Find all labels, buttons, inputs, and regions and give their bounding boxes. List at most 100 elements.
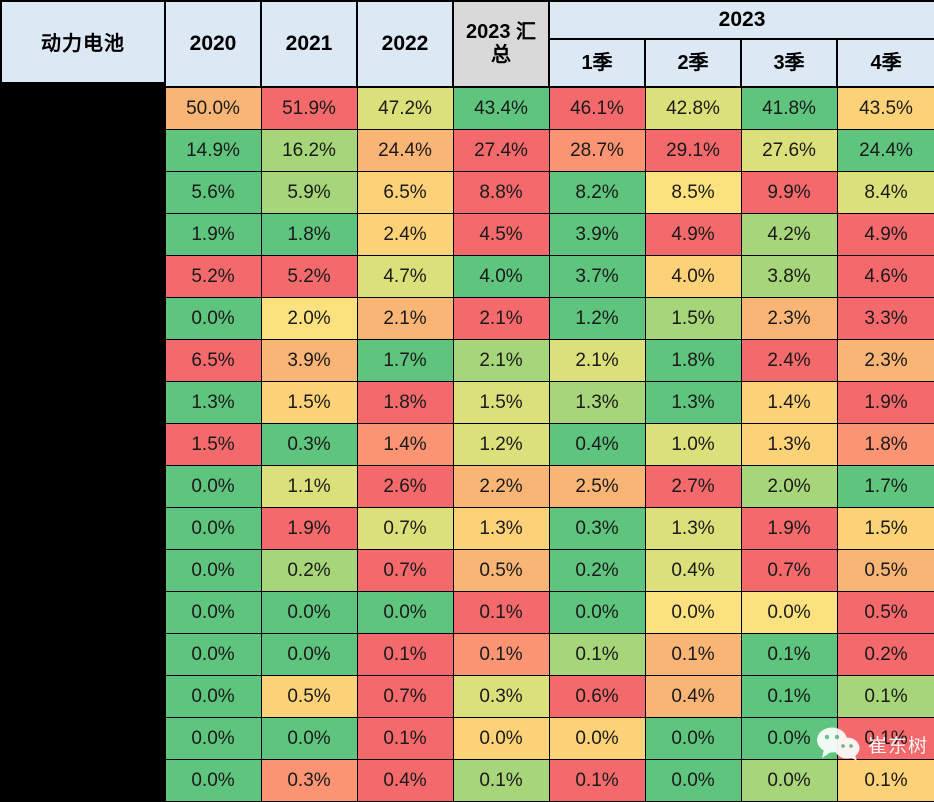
data-cell: 24.4% xyxy=(836,129,934,172)
data-cell: 5.2% xyxy=(260,255,358,298)
data-cell: 43.5% xyxy=(836,86,934,130)
data-cell: 0.4% xyxy=(548,423,646,466)
data-cell: 1.5% xyxy=(836,507,934,550)
data-cell: 4.6% xyxy=(836,255,934,298)
data-cell: 2.4% xyxy=(356,213,454,256)
data-cell: 0.0% xyxy=(548,591,646,634)
data-cell: 1.5% xyxy=(644,297,742,340)
table-row: 14.9% 16.2% 24.4% 27.4% 28.7% 29.1% 27.6% 24.4% xyxy=(1,129,934,172)
data-cell: 1.3% xyxy=(164,381,262,424)
data-cell: 0.3% xyxy=(548,507,646,550)
data-cell: 0.7% xyxy=(356,507,454,550)
data-cell: 0.4% xyxy=(644,675,742,718)
data-cell: 2.5% xyxy=(548,465,646,508)
table-row: 0.0% 0.5% 0.7% 0.3% 0.6% 0.4% 0.1% 0.1% xyxy=(1,675,934,718)
header-quarter-2: 2季 xyxy=(644,38,742,88)
data-cell: 2.7% xyxy=(644,465,742,508)
data-cell: 9.9% xyxy=(740,171,838,214)
data-cell: 2.2% xyxy=(452,465,550,508)
data-cell: 42.8% xyxy=(644,86,742,130)
data-cell: 2.1% xyxy=(452,339,550,382)
header-year-2022: 2022 xyxy=(356,0,454,88)
data-cell: 28.7% xyxy=(548,129,646,172)
data-cell: 0.0% xyxy=(164,591,262,634)
data-cell: 0.4% xyxy=(356,759,454,802)
row-label-cell xyxy=(1,465,165,508)
data-cell: 3.7% xyxy=(548,255,646,298)
table-row: 0.0% 2.0% 2.1% 2.1% 1.2% 1.5% 2.3% 3.3% xyxy=(1,297,934,340)
data-cell: 0.5% xyxy=(260,675,358,718)
data-cell: 4.7% xyxy=(356,255,454,298)
data-cell: 0.1% xyxy=(356,633,454,676)
data-cell: 0.0% xyxy=(164,759,262,802)
data-cell: 3.9% xyxy=(548,213,646,256)
header-row-top: 动力电池 2020 2021 2022 2023 汇总 2023 xyxy=(0,0,934,88)
data-cell: 6.5% xyxy=(356,171,454,214)
data-cell: 2.3% xyxy=(740,297,838,340)
data-cell: 2.0% xyxy=(260,297,358,340)
data-cell: 1.8% xyxy=(356,381,454,424)
data-cell: 3.9% xyxy=(260,339,358,382)
data-cell: 2.1% xyxy=(452,297,550,340)
data-cell: 5.6% xyxy=(164,171,262,214)
header-quarter-1: 1季 xyxy=(548,38,646,88)
row-label-cell xyxy=(1,759,165,802)
data-cell: 0.1% xyxy=(740,633,838,676)
data-cell: 1.4% xyxy=(740,381,838,424)
data-cell: 1.5% xyxy=(164,423,262,466)
data-cell: 0.1% xyxy=(644,633,742,676)
data-cell: 1.0% xyxy=(644,423,742,466)
data-cell: 4.0% xyxy=(644,255,742,298)
data-cell: 4.5% xyxy=(452,213,550,256)
data-cell: 0.0% xyxy=(644,759,742,802)
data-cell: 8.5% xyxy=(644,171,742,214)
data-cell: 0.0% xyxy=(644,591,742,634)
data-cell: 0.1% xyxy=(836,675,934,718)
data-cell: 0.1% xyxy=(452,633,550,676)
table-row: 0.0% 1.1% 2.6% 2.2% 2.5% 2.7% 2.0% 1.7% xyxy=(1,465,934,508)
data-cell: 1.8% xyxy=(836,423,934,466)
data-cell: 4.0% xyxy=(452,255,550,298)
data-cell: 0.6% xyxy=(548,675,646,718)
data-cell: 0.0% xyxy=(740,591,838,634)
header-row-quarters: 1季 2季 3季 4季 xyxy=(1,38,934,88)
row-label-cell xyxy=(1,255,165,298)
data-cell: 5.9% xyxy=(260,171,358,214)
data-cell: 0.0% xyxy=(164,297,262,340)
data-cell: 0.0% xyxy=(260,633,358,676)
table-header: 动力电池 2020 2021 2022 2023 汇总 2023 1季 2季 3… xyxy=(0,0,934,88)
data-cell: 0.1% xyxy=(836,759,934,802)
data-cell: 4.9% xyxy=(836,213,934,256)
table-row: 1.5% 0.3% 1.4% 1.2% 0.4% 1.0% 1.3% 1.8% xyxy=(1,423,934,466)
data-cell: 46.1% xyxy=(548,86,646,130)
row-label-cell xyxy=(1,129,165,172)
data-cell: 0.7% xyxy=(740,549,838,592)
row-label-cell xyxy=(1,549,165,592)
data-cell: 1.5% xyxy=(452,381,550,424)
data-cell: 0.2% xyxy=(548,549,646,592)
data-cell: 0.0% xyxy=(740,759,838,802)
data-cell: 0.0% xyxy=(644,717,742,760)
row-label-cell xyxy=(1,423,165,466)
row-label-cell xyxy=(1,381,165,424)
header-quarter-3: 3季 xyxy=(740,38,838,88)
data-cell: 8.8% xyxy=(452,171,550,214)
row-label-cell xyxy=(1,717,165,760)
data-cell: 0.7% xyxy=(356,549,454,592)
data-cell: 1.3% xyxy=(452,507,550,550)
data-cell: 0.0% xyxy=(164,507,262,550)
data-cell: 14.9% xyxy=(164,129,262,172)
table-row: 0.0% 0.0% 0.1% 0.1% 0.1% 0.1% 0.1% 0.2% xyxy=(1,633,934,676)
table-row: 1.3% 1.5% 1.8% 1.5% 1.3% 1.3% 1.4% 1.9% xyxy=(1,381,934,424)
header-year-2020: 2020 xyxy=(164,0,262,88)
data-cell: 8.4% xyxy=(836,171,934,214)
row-label-cell xyxy=(1,591,165,634)
data-cell: 0.3% xyxy=(452,675,550,718)
data-cell: 1.7% xyxy=(836,465,934,508)
row-label-cell xyxy=(1,297,165,340)
data-cell: 24.4% xyxy=(356,129,454,172)
row-label-cell xyxy=(1,675,165,718)
table-row: 0.0% 0.3% 0.4% 0.1% 0.1% 0.0% 0.0% 0.1% xyxy=(1,759,934,802)
data-cell: 50.0% xyxy=(164,86,262,130)
